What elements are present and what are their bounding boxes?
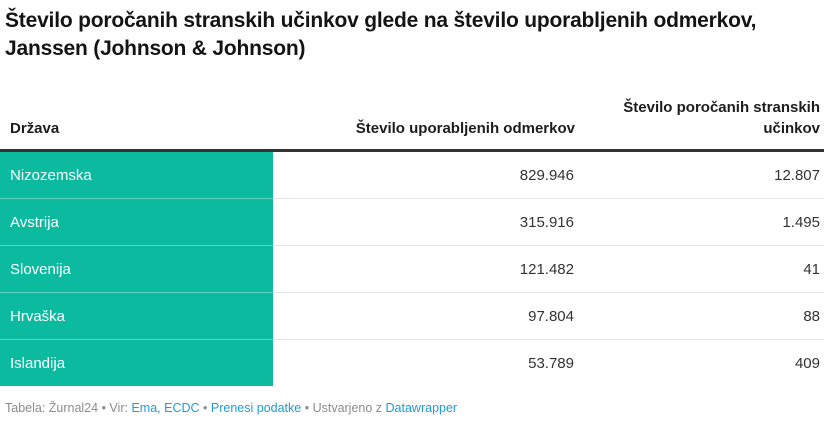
doses-value-cell: 53.789 [273, 339, 575, 387]
side-effects-value-cell: 12.807 [774, 166, 820, 184]
column-header-doses: Število uporabljenih odmerkov [273, 97, 575, 153]
table-row: Avstrija 315.916 1.495 [0, 198, 824, 246]
source-link[interactable]: Ema, ECDC [131, 401, 200, 416]
datawrapper-link[interactable]: Datawrapper [385, 401, 458, 416]
country-cell: Hrvaška [0, 292, 273, 340]
table-row: Nizozemska 829.946 12.807 [0, 150, 824, 199]
side-effects-value-cell: 41 [575, 245, 824, 293]
country-cell: Avstrija [0, 198, 273, 246]
footer-credit: Tabela: Žurnal24 • Vir: Ema, ECDC • Pren… [5, 400, 818, 418]
column-header-country: Država [0, 97, 273, 153]
table-row: Slovenija 121.482 41 [0, 245, 824, 293]
doses-value-cell: 121.482 [273, 245, 575, 293]
country-cell: Nizozemska [0, 150, 273, 199]
footer-separator-1: • [203, 401, 208, 416]
footer-source-prefix: Tabela: Žurnal24 • Vir: [5, 401, 128, 416]
doses-value-cell: 315.916 [273, 198, 575, 246]
footer-separator-2: • Ustvarjeno z [304, 401, 383, 416]
table-row: Islandija 53.789 409 [0, 339, 824, 387]
table-body: Nizozemska 829.946 12.807 Avstrija 315.9… [0, 150, 824, 387]
side-effects-value-cell: 1.495 [575, 198, 824, 246]
doses-value-cell: 97.804 [273, 292, 575, 340]
table-header-row: Država Število uporabljenih odmerkov Šte… [0, 97, 824, 153]
data-table: Država Število uporabljenih odmerkov Šte… [0, 97, 824, 387]
country-cell: Islandija [0, 339, 273, 387]
column-header-side-effects: Število poročanih stranskih učinkov [575, 97, 824, 153]
table-row: Hrvaška 97.804 88 [0, 292, 824, 340]
download-data-link[interactable]: Prenesi podatke [210, 401, 302, 416]
side-effects-value-cell: 409 [575, 339, 824, 387]
side-effects-value-cell: 88 [575, 292, 824, 340]
country-cell: Slovenija [0, 245, 273, 293]
page-title: Število poročanih stranskih učinkov gled… [5, 9, 757, 60]
doses-value-cell: 829.946 [519, 166, 574, 184]
